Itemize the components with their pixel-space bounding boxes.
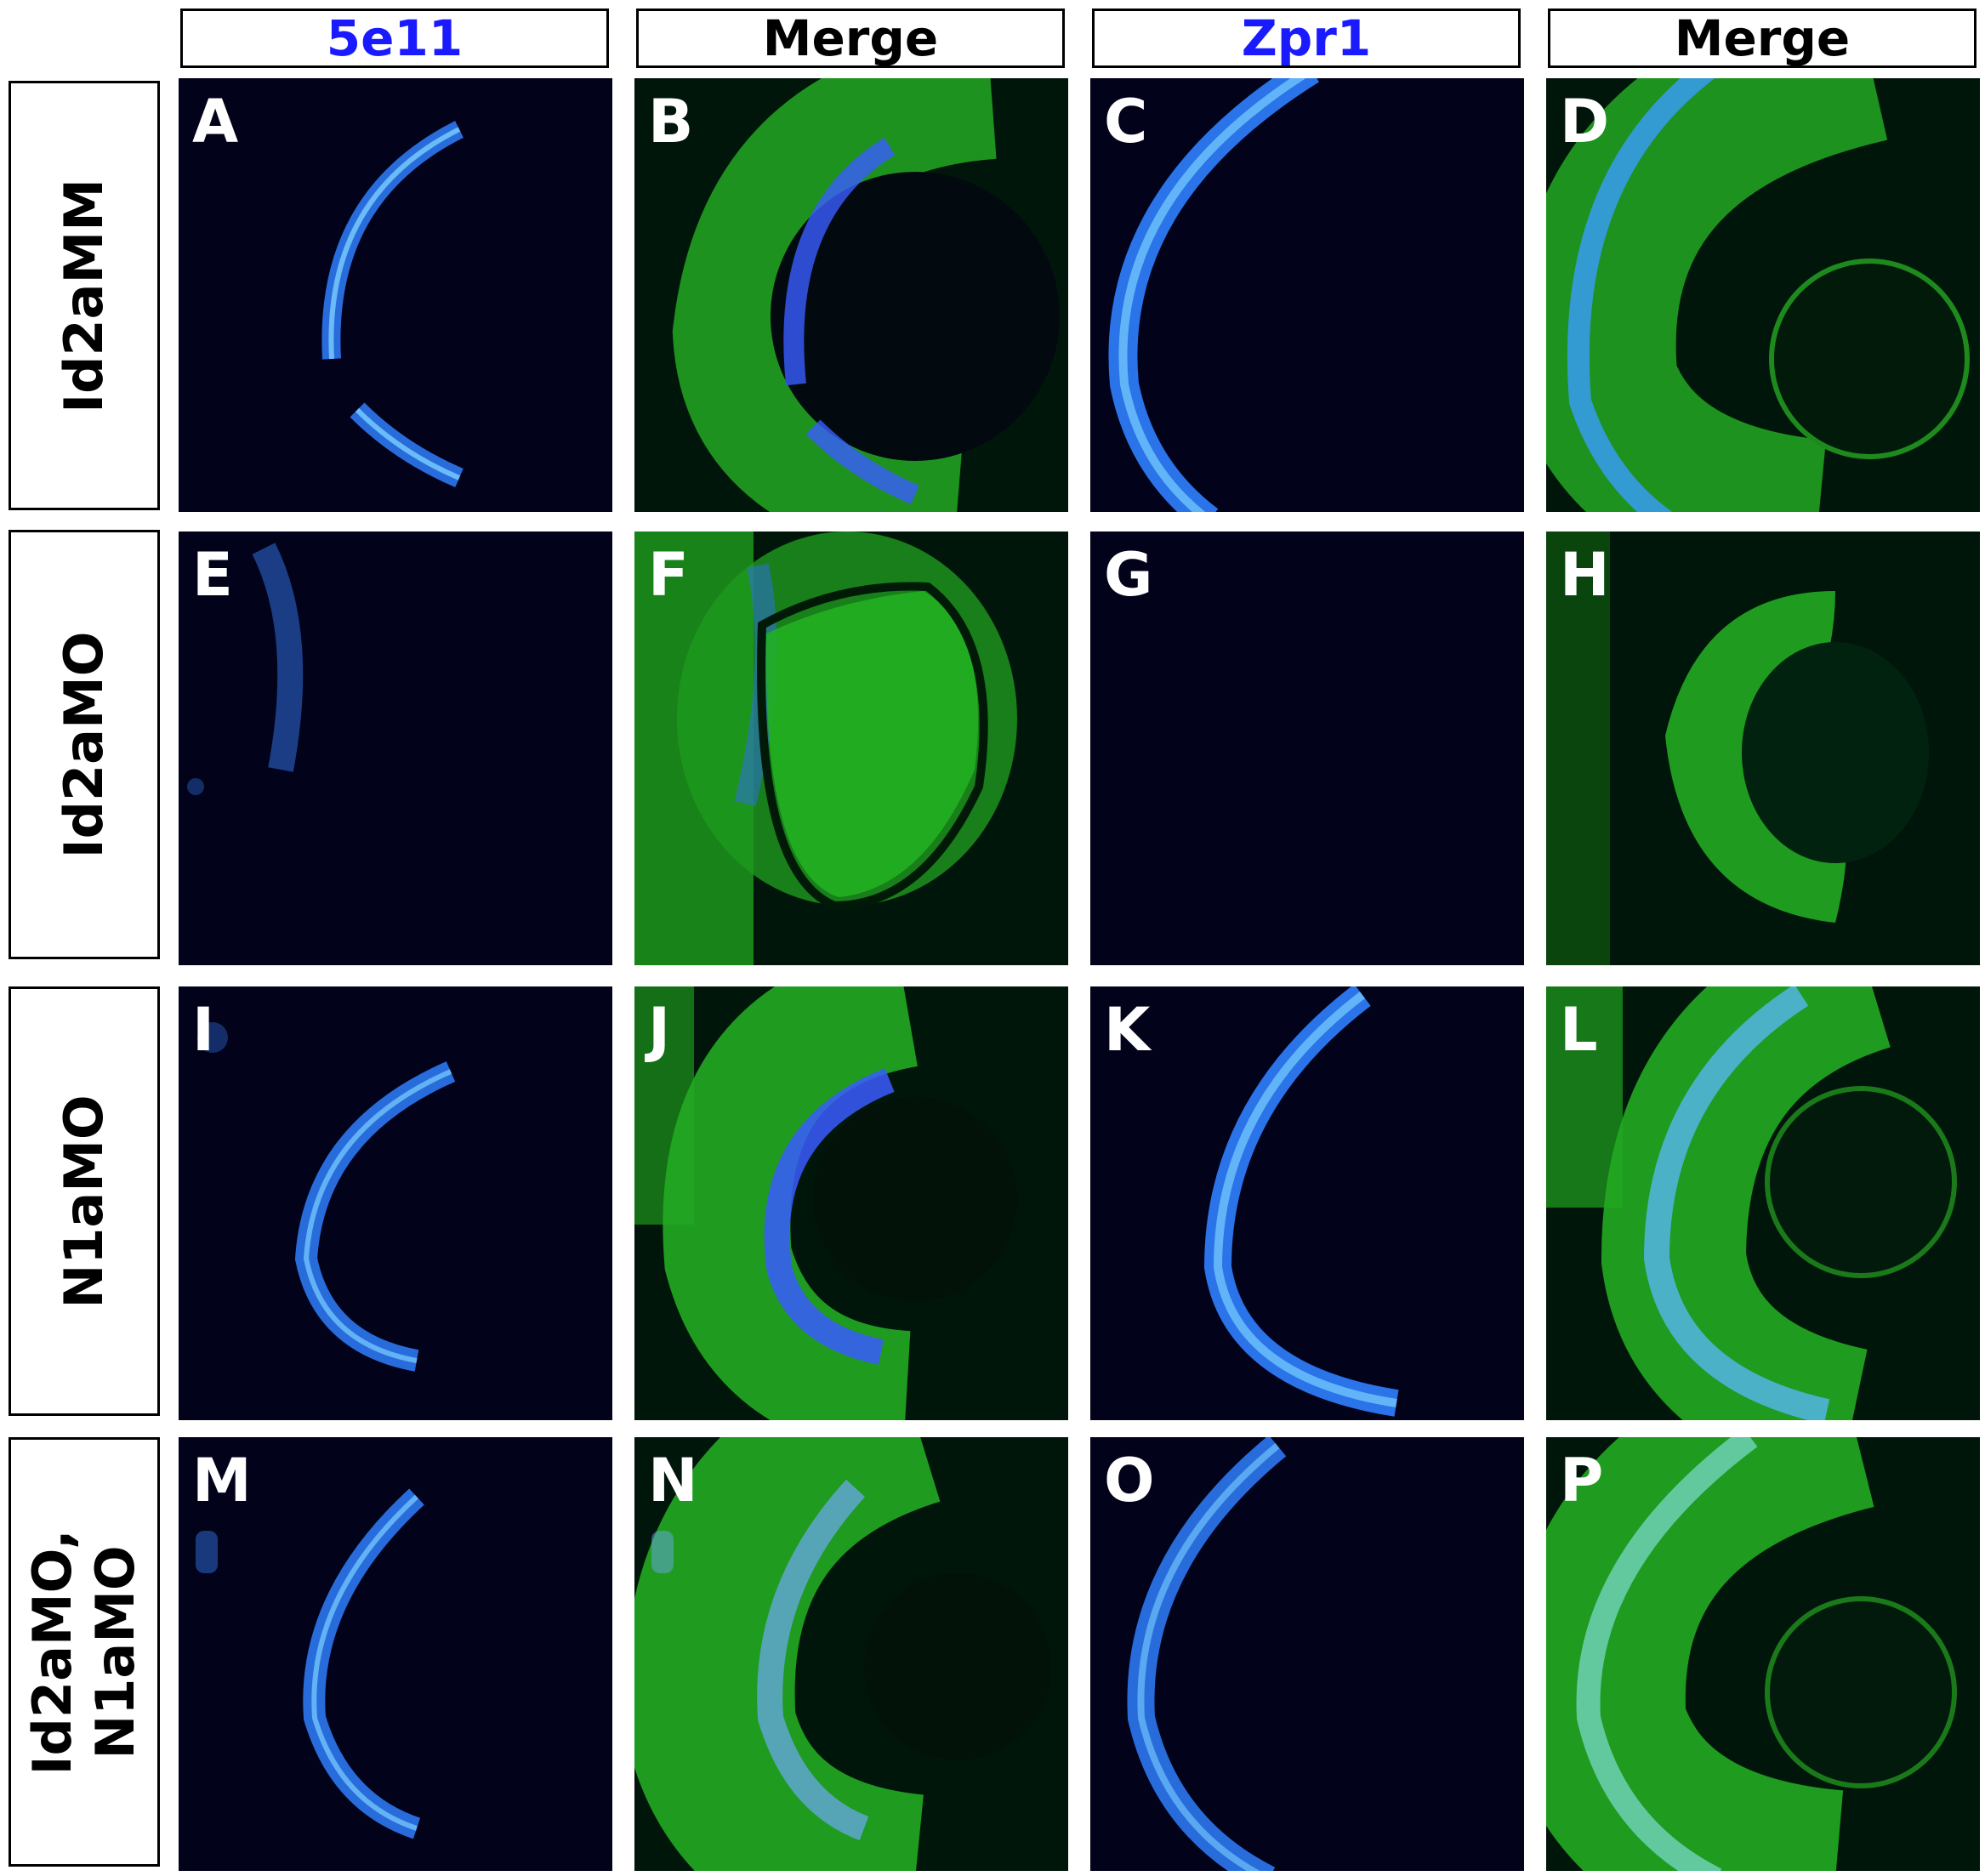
panel-letter: K [1104, 995, 1151, 1065]
micrograph-image [321, 121, 464, 488]
panel-letter: G [1104, 540, 1153, 610]
row-header-id2amo-n1amo: Id2aMO, N1aMO [9, 1437, 160, 1867]
column-header-merge-1: Merge [636, 9, 1065, 68]
micrograph-panel-j: J [634, 986, 1068, 1420]
panel-letter: A [192, 87, 239, 156]
micrograph-image [634, 986, 1017, 1420]
micrograph-image [634, 1437, 1051, 1871]
panel-letter: L [1560, 995, 1598, 1065]
panel-letter: M [192, 1446, 252, 1515]
micrograph-panel-b: B [634, 78, 1068, 512]
micrograph-panel-k: K [1090, 986, 1524, 1420]
micrograph-panel-n: N [634, 1437, 1068, 1871]
row-header-n1amo: N1aMO [9, 986, 160, 1416]
panel-letter: B [648, 87, 694, 156]
micrograph-image [1108, 78, 1320, 512]
micrograph-image [1546, 1437, 1957, 1871]
micrograph-image [1127, 1437, 1287, 1871]
panel-letter: O [1104, 1446, 1155, 1515]
row-label: N1aMO [53, 1094, 115, 1309]
panel-letter: I [192, 995, 215, 1065]
panel-letter: P [1560, 1446, 1604, 1515]
micrograph-image [197, 1022, 456, 1372]
micrograph-panel-i: I [179, 986, 612, 1420]
micrograph-image [1546, 986, 1957, 1420]
row-label: Id2aMM [53, 178, 115, 413]
micrograph-image [196, 1488, 424, 1839]
panel-letter: C [1104, 87, 1148, 156]
micrograph-panel-p: P [1546, 1437, 1980, 1871]
micrograph-panel-a: A [179, 78, 612, 512]
micrograph-panel-f: F [634, 532, 1068, 965]
row-label-line-1: Id2aMO, [21, 1528, 83, 1776]
micrograph-panel-h: H [1546, 532, 1980, 965]
panel-letter: F [648, 540, 689, 610]
micrograph-image [1546, 78, 1970, 512]
panel-letter: J [648, 995, 671, 1065]
row-header-id2amm: Id2aMM [9, 81, 160, 510]
micrograph-image [1090, 532, 1524, 965]
micrograph-panel-e: E [179, 532, 612, 965]
micrograph-image [1546, 532, 1929, 965]
column-header-5e11: 5e11 [180, 9, 609, 68]
panel-letter: D [1560, 87, 1610, 156]
panel-letter: N [648, 1446, 698, 1515]
micrograph-panel-l: L [1546, 986, 1980, 1420]
micrograph-image [634, 532, 1017, 965]
column-header-zpr1: Zpr1 [1092, 9, 1521, 68]
row-header-id2amo: Id2aMO [9, 530, 160, 959]
row-label-line-2: N1aMO [84, 1544, 146, 1759]
panel-letter: H [1560, 540, 1610, 610]
micrograph-image [672, 78, 1060, 512]
column-header-merge-2: Merge [1548, 9, 1976, 68]
micrograph-panel-m: M [179, 1437, 612, 1871]
panel-letter: E [192, 540, 233, 610]
micrograph-panel-d: D [1546, 78, 1980, 512]
micrograph-panel-g: G [1090, 532, 1524, 965]
micrograph-image [187, 543, 304, 795]
micrograph-panel-o: O [1090, 1437, 1524, 1871]
micrograph-panel-c: C [1090, 78, 1524, 512]
row-label: Id2aMO [53, 631, 115, 858]
micrograph-image [1203, 986, 1399, 1417]
